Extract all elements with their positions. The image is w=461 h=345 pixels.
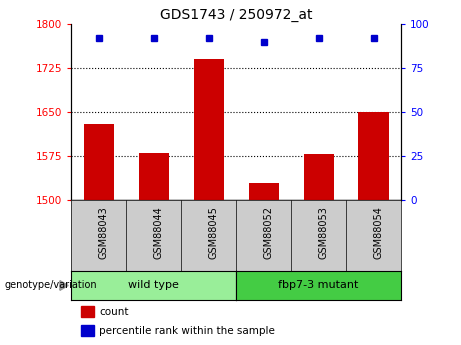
Text: GSM88053: GSM88053 <box>319 206 329 259</box>
Bar <box>359 112 389 200</box>
Bar <box>303 154 334 200</box>
Bar <box>139 153 169 200</box>
Text: GSM88045: GSM88045 <box>209 206 219 259</box>
Text: GSM88044: GSM88044 <box>154 206 164 258</box>
Text: GSM88043: GSM88043 <box>99 206 109 258</box>
Bar <box>84 124 114 200</box>
Text: GSM88052: GSM88052 <box>264 206 274 259</box>
Text: percentile rank within the sample: percentile rank within the sample <box>99 326 275 335</box>
Bar <box>248 183 279 200</box>
Text: GSM88054: GSM88054 <box>373 206 384 259</box>
Text: fbp7-3 mutant: fbp7-3 mutant <box>278 280 359 290</box>
Title: GDS1743 / 250972_at: GDS1743 / 250972_at <box>160 8 313 22</box>
Text: genotype/variation: genotype/variation <box>5 280 97 290</box>
Text: wild type: wild type <box>129 280 179 290</box>
Bar <box>194 59 224 200</box>
Text: count: count <box>99 307 129 316</box>
